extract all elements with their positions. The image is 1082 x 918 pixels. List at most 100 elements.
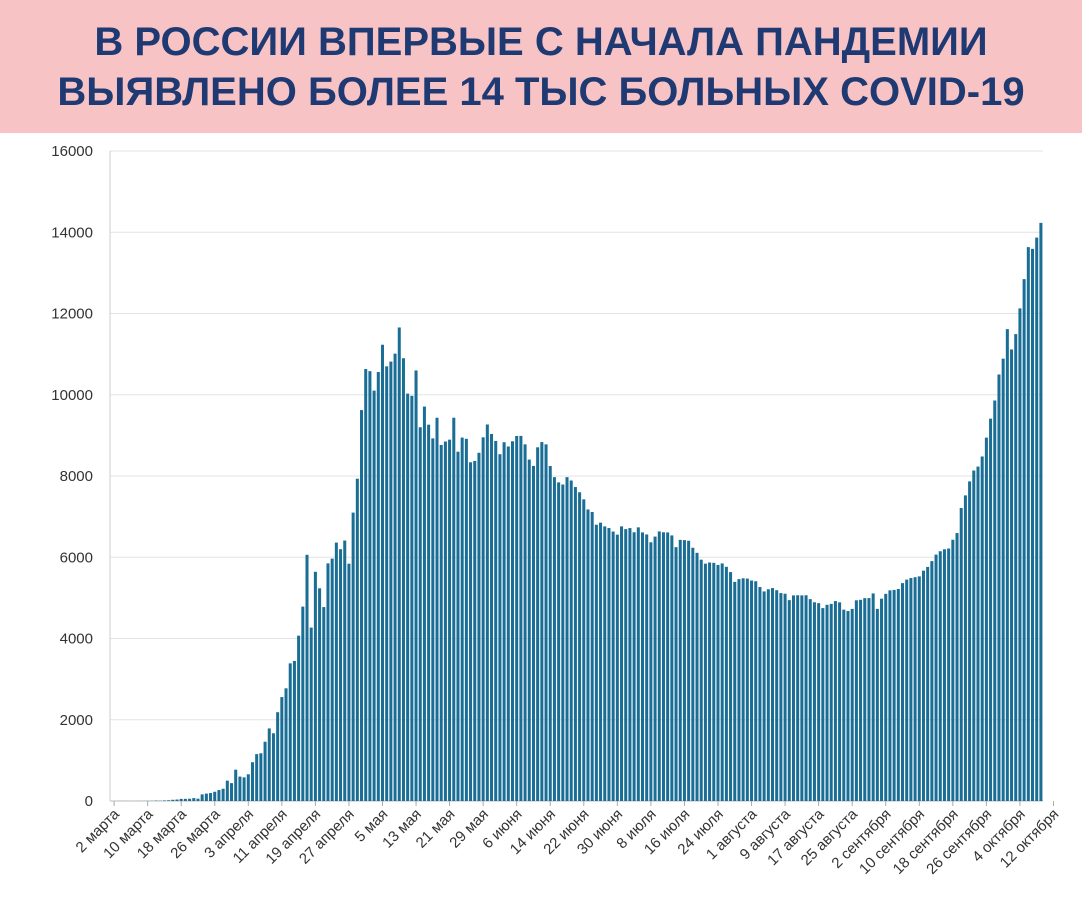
bar xyxy=(217,790,221,801)
bar xyxy=(1018,308,1022,801)
bar xyxy=(192,798,196,801)
bar xyxy=(930,561,934,801)
bar xyxy=(921,570,925,801)
bar xyxy=(599,522,603,801)
bar xyxy=(309,627,313,801)
bar xyxy=(360,410,364,801)
bar xyxy=(250,762,254,801)
bar xyxy=(531,465,535,801)
bar xyxy=(552,477,556,801)
bar xyxy=(364,369,368,801)
bar xyxy=(758,587,762,801)
bar xyxy=(620,526,624,802)
bar xyxy=(649,542,653,801)
bar xyxy=(301,606,305,801)
y-axis: 0 2000 4000 6000 8000 10000 12000 14000 16000 xyxy=(51,143,111,810)
bar xyxy=(729,572,733,801)
bar xyxy=(997,374,1001,801)
bar xyxy=(821,608,825,801)
bar xyxy=(460,437,464,801)
bar xyxy=(603,526,607,802)
bar xyxy=(305,554,309,801)
bar xyxy=(557,482,561,801)
bar xyxy=(926,566,930,801)
bar xyxy=(427,424,431,801)
bar xyxy=(540,442,544,801)
bar xyxy=(796,595,800,801)
bar xyxy=(573,487,577,801)
bar xyxy=(502,442,506,801)
bar xyxy=(640,532,645,801)
bar xyxy=(372,390,376,801)
bar xyxy=(708,562,712,801)
bar xyxy=(561,484,565,801)
bar xyxy=(871,593,875,801)
bar xyxy=(636,527,640,801)
bar xyxy=(318,588,322,801)
y-tick-label: 14000 xyxy=(51,224,93,241)
bar xyxy=(896,589,900,801)
bar xyxy=(1022,279,1026,801)
bar xyxy=(162,800,166,801)
bar xyxy=(389,361,393,801)
y-tick-label: 6000 xyxy=(60,549,93,566)
bar xyxy=(762,591,766,801)
bar xyxy=(209,793,213,801)
bar-chart: 0 2000 4000 6000 8000 10000 12000 14000 16000 2 … xyxy=(51,143,1062,878)
bar xyxy=(674,547,678,801)
bar xyxy=(905,579,909,801)
bar xyxy=(481,437,485,801)
bar xyxy=(292,660,296,801)
bar xyxy=(196,798,200,801)
bar xyxy=(913,577,917,801)
bar xyxy=(221,788,225,801)
bar xyxy=(884,593,888,801)
bar xyxy=(1031,248,1035,801)
bar xyxy=(498,454,502,801)
bar xyxy=(238,776,242,801)
bar xyxy=(255,754,259,801)
bar xyxy=(439,444,443,801)
bar xyxy=(397,327,401,801)
bar xyxy=(628,528,632,801)
bar xyxy=(586,509,590,801)
bar xyxy=(313,571,317,801)
bar xyxy=(1014,334,1018,801)
bar xyxy=(527,459,531,801)
bar xyxy=(431,438,435,801)
bar xyxy=(230,783,234,802)
bar xyxy=(565,477,569,801)
bar xyxy=(691,547,695,801)
bar xyxy=(246,774,250,801)
bar xyxy=(657,531,661,801)
bar xyxy=(942,549,946,801)
bar xyxy=(817,603,821,801)
bar xyxy=(523,444,527,801)
bar xyxy=(376,372,380,801)
bar xyxy=(490,433,494,801)
bar xyxy=(506,446,510,801)
bar xyxy=(276,712,280,801)
bar xyxy=(808,599,812,801)
bar xyxy=(1010,349,1014,801)
bar xyxy=(678,539,682,801)
bar xyxy=(733,581,737,801)
bar xyxy=(175,799,179,801)
bar xyxy=(938,551,942,801)
title-banner: В РОССИИ ВПЕРВЫЕ С НАЧАЛА ПАНДЕМИИ ВЫЯВЛ… xyxy=(0,0,1082,133)
bar xyxy=(590,512,594,801)
bar xyxy=(984,437,988,801)
bar xyxy=(582,499,586,801)
bar xyxy=(863,598,867,801)
bar xyxy=(536,447,540,801)
bar xyxy=(703,563,707,801)
bar xyxy=(687,540,691,801)
bar xyxy=(980,456,984,801)
bar xyxy=(448,439,452,801)
bar xyxy=(745,578,749,801)
bar xyxy=(347,563,351,801)
bar xyxy=(712,562,716,801)
bar xyxy=(225,780,229,801)
y-tick-label: 0 xyxy=(85,793,93,810)
